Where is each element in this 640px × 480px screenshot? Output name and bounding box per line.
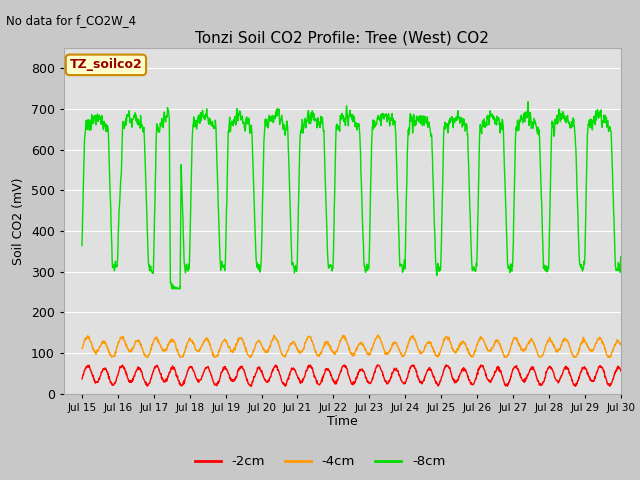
Text: No data for f_CO2W_4: No data for f_CO2W_4: [6, 14, 136, 27]
Legend: -2cm, -4cm, -8cm: -2cm, -4cm, -8cm: [189, 450, 451, 473]
Title: Tonzi Soil CO2 Profile: Tree (West) CO2: Tonzi Soil CO2 Profile: Tree (West) CO2: [195, 30, 490, 46]
Y-axis label: Soil CO2 (mV): Soil CO2 (mV): [12, 177, 26, 264]
X-axis label: Time: Time: [327, 415, 358, 429]
Text: TZ_soilco2: TZ_soilco2: [70, 59, 142, 72]
